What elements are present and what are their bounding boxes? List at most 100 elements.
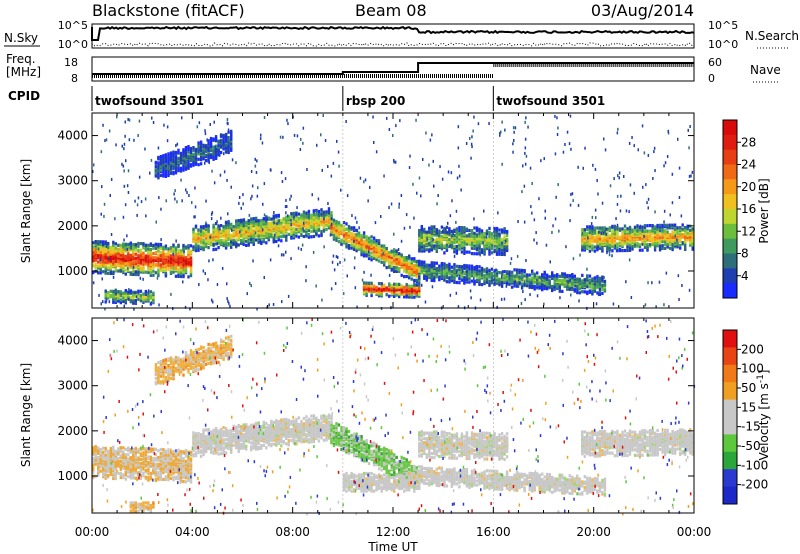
heatmap-cell <box>647 281 649 285</box>
heatmap-cell <box>400 253 403 257</box>
heatmap-cell <box>425 267 428 271</box>
heatmap-cell <box>194 249 198 253</box>
heatmap-cell <box>646 234 649 239</box>
heatmap-cell <box>601 201 604 205</box>
heatmap-cell <box>272 303 275 306</box>
heatmap-cell <box>458 277 461 281</box>
heatmap-cell <box>367 236 371 240</box>
heatmap-cell <box>403 275 406 279</box>
heatmap-cell <box>231 158 234 162</box>
heatmap-cell <box>209 136 213 141</box>
heatmap-cell <box>598 242 602 246</box>
heatmap-cell <box>435 237 438 241</box>
heatmap-cell <box>94 462 97 466</box>
heatmap-cell <box>488 226 491 230</box>
heatmap-cell <box>345 244 348 248</box>
heatmap-cell <box>142 292 145 296</box>
heatmap-cell <box>521 190 523 194</box>
heatmap-cell <box>435 249 438 253</box>
heatmap-cell <box>455 291 458 295</box>
heatmap-cell <box>663 164 665 168</box>
heatmap-cell <box>104 267 107 271</box>
heatmap-cell <box>666 155 669 158</box>
heatmap-cell <box>159 263 163 267</box>
heatmap-cell <box>315 284 317 288</box>
heatmap-cell <box>410 287 413 291</box>
heatmap-cell <box>425 278 428 282</box>
heatmap-cell <box>220 216 222 220</box>
heatmap-cell <box>483 241 486 245</box>
heatmap-cell <box>641 228 644 232</box>
heatmap-cell <box>691 231 694 235</box>
heatmap-cell <box>194 186 196 190</box>
heatmap-cell <box>641 242 644 246</box>
heatmap-cell <box>346 274 348 278</box>
heatmap-cell <box>440 270 444 274</box>
heatmap-cell <box>377 239 381 243</box>
heatmap-cell <box>490 277 494 281</box>
heatmap-cell <box>370 251 373 255</box>
heatmap-cell <box>510 270 514 274</box>
heatmap-cell <box>257 223 260 227</box>
heatmap-cell <box>134 252 137 256</box>
heatmap-cell <box>370 273 372 277</box>
heatmap-cell <box>663 220 665 224</box>
heatmap-cell <box>119 475 122 480</box>
heatmap-cell <box>218 149 220 153</box>
heatmap-cell <box>388 251 391 255</box>
heatmap-cell <box>420 194 422 198</box>
heatmap-cell <box>252 242 255 246</box>
heatmap-cell <box>525 116 527 120</box>
heatmap-cell <box>339 260 341 264</box>
heatmap-cell <box>485 237 489 241</box>
heatmap-cell <box>500 251 504 255</box>
heatmap-cell <box>174 189 176 193</box>
heatmap-cell <box>242 223 245 227</box>
heatmap-cell <box>332 230 336 234</box>
heatmap-cell <box>281 300 283 304</box>
heatmap-cell <box>174 165 178 169</box>
heatmap-cell <box>648 224 652 228</box>
heatmap-cell <box>272 233 275 237</box>
heatmap-cell <box>204 144 208 148</box>
heatmap-cell <box>126 184 129 188</box>
heatmap-cell <box>686 231 689 235</box>
heatmap-cell <box>214 144 218 148</box>
heatmap-cell <box>568 274 571 278</box>
heatmap-cell <box>388 257 391 261</box>
heatmap-cell <box>567 281 569 285</box>
heatmap-cell <box>518 268 521 272</box>
heatmap-cell <box>254 231 257 235</box>
heatmap-cell <box>450 171 453 175</box>
heatmap-cell <box>305 211 308 215</box>
heatmap-cell <box>581 231 584 235</box>
heatmap-cell <box>536 283 539 287</box>
heatmap-cell <box>167 155 170 159</box>
freq-trace <box>92 62 694 75</box>
heatmap-cell <box>214 227 218 231</box>
heatmap-cell <box>242 242 245 246</box>
heatmap-cell <box>350 246 353 250</box>
heatmap-cell <box>451 199 453 203</box>
heatmap-cell <box>420 265 423 269</box>
heatmap-cell <box>177 169 180 173</box>
heatmap-cell <box>251 194 253 198</box>
heatmap-cell <box>122 299 125 303</box>
heatmap-cell <box>139 293 143 297</box>
heatmap-cell <box>380 244 383 248</box>
heatmap-cell <box>639 224 642 228</box>
heatmap-cell <box>124 477 127 481</box>
heatmap-cell <box>668 226 672 230</box>
colorbar-swatch <box>723 283 737 299</box>
heatmap-cell <box>628 210 630 214</box>
heatmap-cell <box>533 272 536 276</box>
heatmap-cell <box>641 225 644 229</box>
colorbar-swatch <box>723 120 737 136</box>
heatmap-cell <box>320 229 323 234</box>
heatmap-cell <box>656 244 659 248</box>
heatmap-cell <box>184 152 188 156</box>
colorbar-swatch <box>723 179 737 195</box>
heatmap-cell <box>323 245 325 249</box>
heatmap-cell <box>520 302 523 305</box>
heatmap-cell <box>273 221 275 225</box>
